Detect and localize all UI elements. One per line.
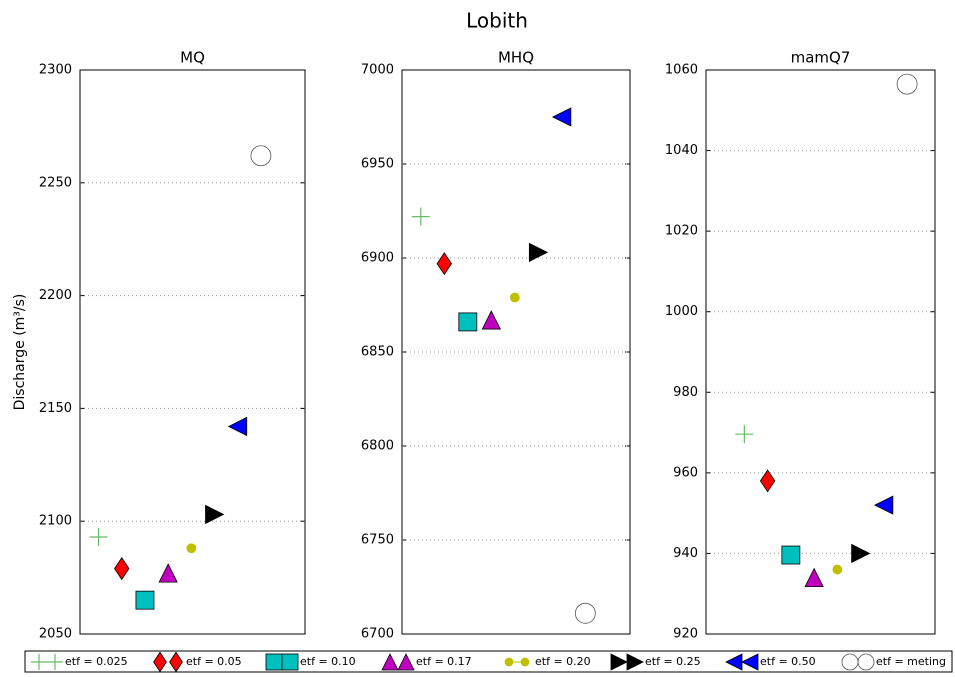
marker (47, 654, 63, 670)
legend-label: etf = meting (876, 655, 946, 668)
y-tick-label: 2100 (39, 514, 72, 529)
y-tick-label: 980 (673, 385, 698, 400)
marker (153, 651, 167, 673)
marker (250, 145, 272, 167)
marker (781, 545, 801, 565)
marker (873, 495, 894, 515)
figure-title: Lobith (466, 9, 528, 33)
legend-label: etf = 0.05 (186, 655, 242, 668)
legend-label: etf = 0.50 (760, 655, 816, 668)
marker (31, 654, 47, 670)
marker (504, 657, 514, 667)
marker (804, 567, 824, 587)
marker (509, 292, 520, 303)
legend-label: etf = 0.25 (645, 655, 701, 668)
marker (551, 107, 572, 127)
y-axis-label: Discharge (m³/s) (12, 294, 28, 411)
marker (626, 653, 644, 671)
legend-label: etf = 0.025 (65, 655, 128, 668)
subplot-title: MHQ (498, 49, 534, 67)
marker (832, 564, 843, 575)
plot-frame (79, 69, 306, 635)
y-tick-label: 2150 (39, 401, 72, 416)
marker (135, 590, 155, 610)
legend-item: etf = 0.17 (381, 653, 472, 671)
legend-frame (24, 650, 953, 673)
marker (89, 527, 108, 546)
y-tick-label: 960 (673, 465, 698, 480)
y-tick-label: 6700 (361, 627, 394, 642)
legend-item: etf = 0.20 (504, 655, 591, 668)
y-tick-label: 6950 (361, 157, 394, 172)
subplot-title: mamQ7 (791, 49, 851, 67)
legend-label: etf = 0.10 (300, 655, 356, 668)
y-tick-label: 1020 (665, 224, 698, 239)
marker (481, 310, 501, 330)
marker (857, 653, 875, 671)
marker (381, 653, 399, 671)
marker (896, 73, 918, 95)
y-tick-label: 6850 (361, 345, 394, 360)
y-tick-label: 2050 (39, 627, 72, 642)
legend-item: etf = 0.25 (610, 653, 701, 671)
marker (411, 207, 430, 226)
marker (735, 425, 754, 444)
marker (227, 416, 248, 437)
legend-item: etf = meting (841, 653, 946, 671)
y-tick-label: 940 (673, 546, 698, 561)
marker (741, 653, 759, 671)
y-tick-label: 6900 (361, 251, 394, 266)
marker (610, 653, 628, 671)
legend-item: etf = 0.10 (265, 653, 356, 671)
legend-item: etf = 0.05 (153, 651, 242, 673)
y-tick-label: 6800 (361, 439, 394, 454)
marker (114, 557, 130, 581)
legend-item: etf = 0.025 (31, 654, 128, 670)
y-tick-label: 1000 (665, 304, 698, 319)
marker (528, 242, 549, 263)
marker (265, 653, 283, 671)
marker (520, 657, 530, 667)
marker (186, 543, 197, 554)
legend-item: etf = 0.50 (725, 653, 816, 671)
y-tick-label: 1040 (665, 143, 698, 158)
plot-frame (401, 69, 631, 635)
marker (759, 469, 776, 493)
y-tick-label: 2250 (39, 175, 72, 190)
y-tick-label: 2200 (39, 288, 72, 303)
marker (397, 653, 415, 671)
marker (851, 543, 871, 564)
marker (158, 563, 178, 583)
subplot-title: MQ (180, 49, 205, 67)
legend: etf = 0.025 etf = 0.05 etf = 0.10 etf = 0.1… (24, 650, 953, 673)
marker (574, 602, 596, 624)
y-tick-label: 1060 (665, 63, 698, 78)
marker (436, 252, 452, 276)
marker (281, 653, 299, 671)
y-tick-label: 2300 (39, 63, 72, 78)
legend-label: etf = 0.20 (535, 655, 591, 668)
marker (169, 651, 183, 673)
y-tick-label: 7000 (361, 63, 394, 78)
y-tick-label: 6750 (361, 533, 394, 548)
marker (458, 312, 478, 332)
marker (841, 653, 859, 671)
marker (205, 504, 225, 525)
y-tick-label: 920 (673, 627, 698, 642)
plot-frame (705, 69, 936, 635)
legend-label: etf = 0.17 (416, 655, 472, 668)
